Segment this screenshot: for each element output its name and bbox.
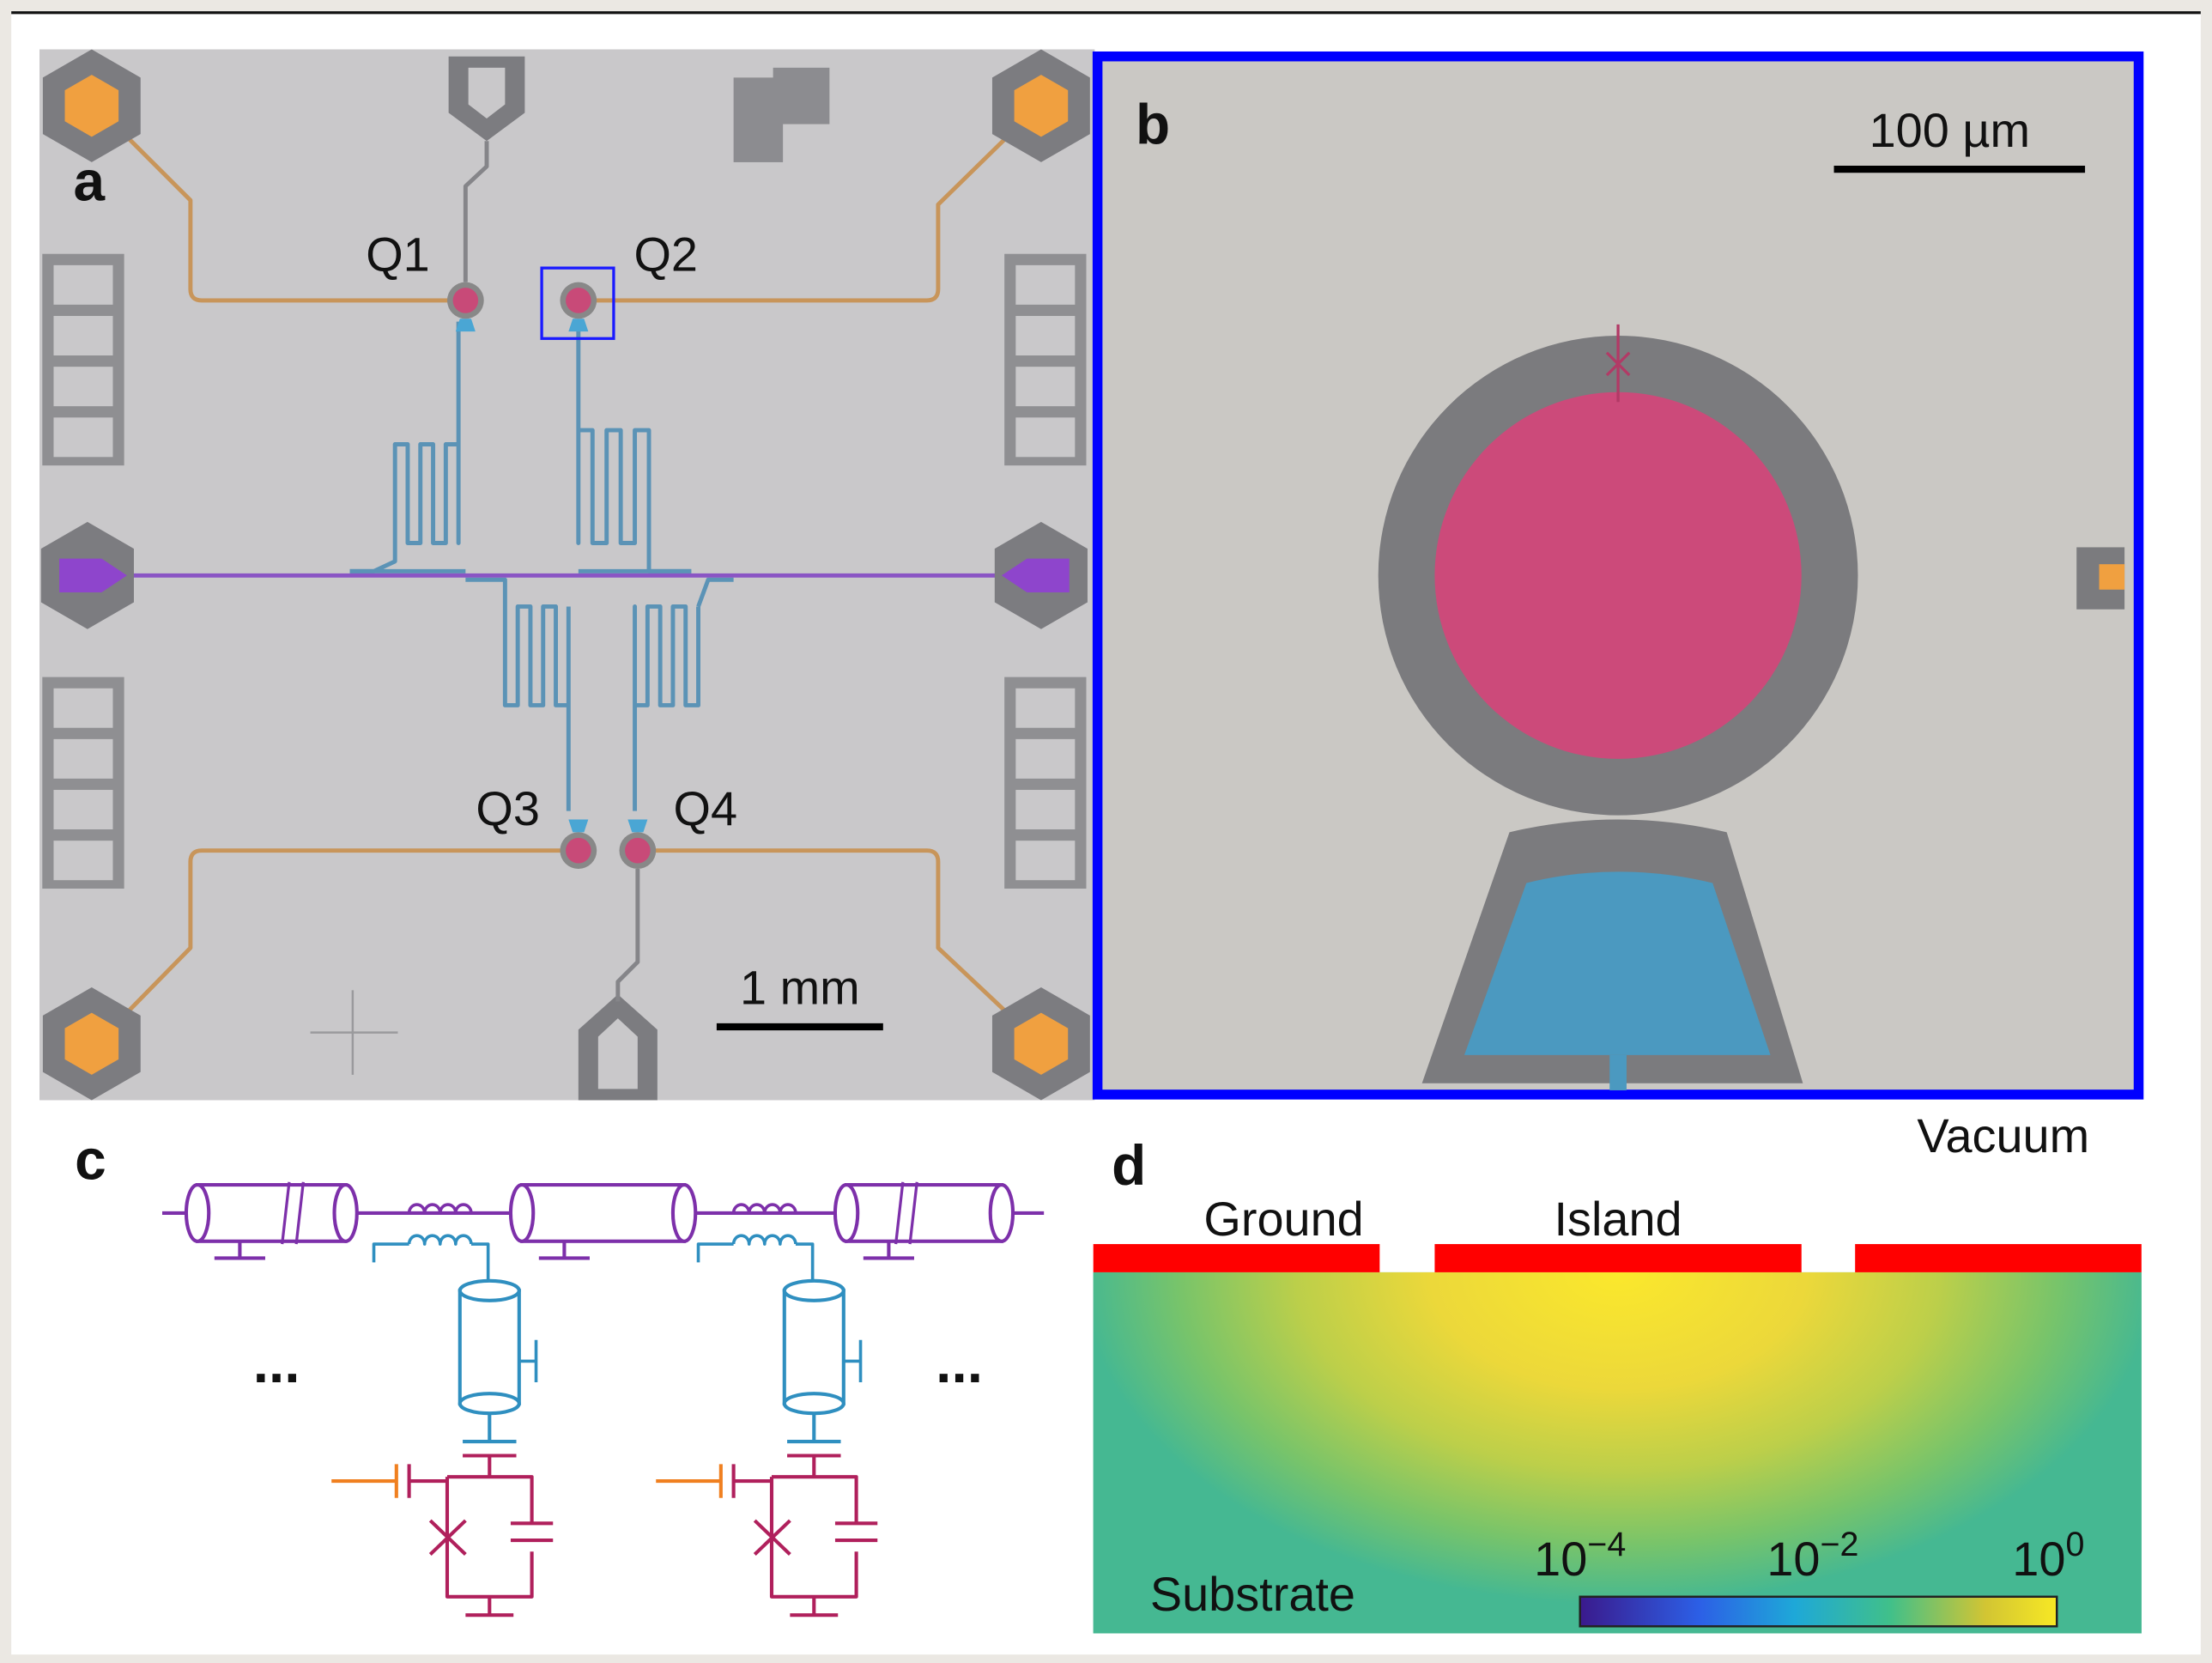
- resonator-coax-end: [460, 1281, 519, 1301]
- tick-exponent: 0: [2065, 1526, 2084, 1563]
- coupler-lead: [1609, 1055, 1627, 1090]
- coax-end: [991, 1185, 1013, 1241]
- qubit-label: Q1: [366, 227, 430, 281]
- region-label: Substrate: [1150, 1567, 1355, 1621]
- coax: [846, 1185, 1002, 1241]
- coax-end: [835, 1185, 858, 1241]
- page: html, body { margin: 0; padding: 0; widt…: [0, 0, 2212, 1663]
- qubit-island: [566, 288, 591, 313]
- resonator-coax: [785, 1290, 844, 1403]
- pad-cell: [1015, 689, 1075, 728]
- qubit-label: Q3: [476, 781, 540, 835]
- qubit-island: [453, 288, 479, 313]
- region-label: Vacuum: [1917, 1108, 2089, 1162]
- region-label: Ground: [1203, 1192, 1363, 1246]
- metal-film: [1094, 1244, 1380, 1272]
- resonator-coax-end: [460, 1393, 519, 1413]
- panel-label: a: [73, 149, 105, 212]
- qubit-pad: [1434, 392, 1801, 759]
- pad-cell: [1015, 790, 1075, 829]
- scale-bar-label: 100 µm: [1870, 103, 2030, 157]
- pad-cell: [1015, 417, 1075, 457]
- qubit-label: Q2: [633, 227, 698, 281]
- pad-cell: [53, 367, 112, 406]
- coax-end: [335, 1185, 357, 1241]
- qubit-island: [625, 838, 651, 864]
- panel-label: d: [1112, 1134, 1146, 1197]
- coax: [197, 1185, 346, 1241]
- ellipsis: ...: [936, 1332, 983, 1394]
- ellipsis: ...: [253, 1332, 300, 1394]
- figure: a Q1 Q2 Q3 Q4 1 mm b 100 µm c ... ... d …: [0, 0, 2212, 1663]
- pad-cell: [53, 739, 112, 779]
- tick-base: 10: [1767, 1532, 1820, 1586]
- side-pad-metal: [2100, 564, 2125, 590]
- coax: [522, 1185, 684, 1241]
- panel-label: b: [1136, 94, 1170, 156]
- tick-exponent: −4: [1587, 1526, 1626, 1563]
- resonator-coax-end: [785, 1281, 844, 1301]
- tick-base: 10: [2012, 1532, 2065, 1586]
- coax-end: [511, 1185, 533, 1241]
- resonator-coax: [460, 1290, 519, 1403]
- pad-cell: [1015, 367, 1075, 406]
- pad-cell: [53, 689, 112, 728]
- panel-label: c: [75, 1128, 106, 1191]
- tick-exponent: −2: [1820, 1526, 1858, 1563]
- coax-end: [186, 1185, 209, 1241]
- scale-bar-label: 1 mm: [740, 961, 860, 1015]
- pad-cell: [1015, 841, 1075, 880]
- pad-cell: [53, 417, 112, 457]
- pad-cell: [53, 841, 112, 880]
- colorbar: [1580, 1597, 2057, 1627]
- pad-cell: [53, 790, 112, 829]
- qubit-label: Q4: [673, 781, 737, 835]
- chip-feature: [773, 68, 830, 124]
- metal-film: [1434, 1244, 1801, 1272]
- pad-cell: [1015, 265, 1075, 305]
- pad-cell: [53, 316, 112, 355]
- metal-film: [1855, 1244, 2142, 1272]
- qubit-island: [566, 838, 591, 864]
- coax-end: [673, 1185, 695, 1241]
- tick-base: 10: [1534, 1532, 1587, 1586]
- region-label: Island: [1554, 1192, 1682, 1246]
- body: {"panels": { "a": {"label": "a", "qubits…: [0, 0, 2212, 1663]
- pad-cell: [1015, 316, 1075, 355]
- pad-cell: [1015, 739, 1075, 779]
- resonator-coax-end: [785, 1393, 844, 1413]
- pad-cell: [53, 265, 112, 305]
